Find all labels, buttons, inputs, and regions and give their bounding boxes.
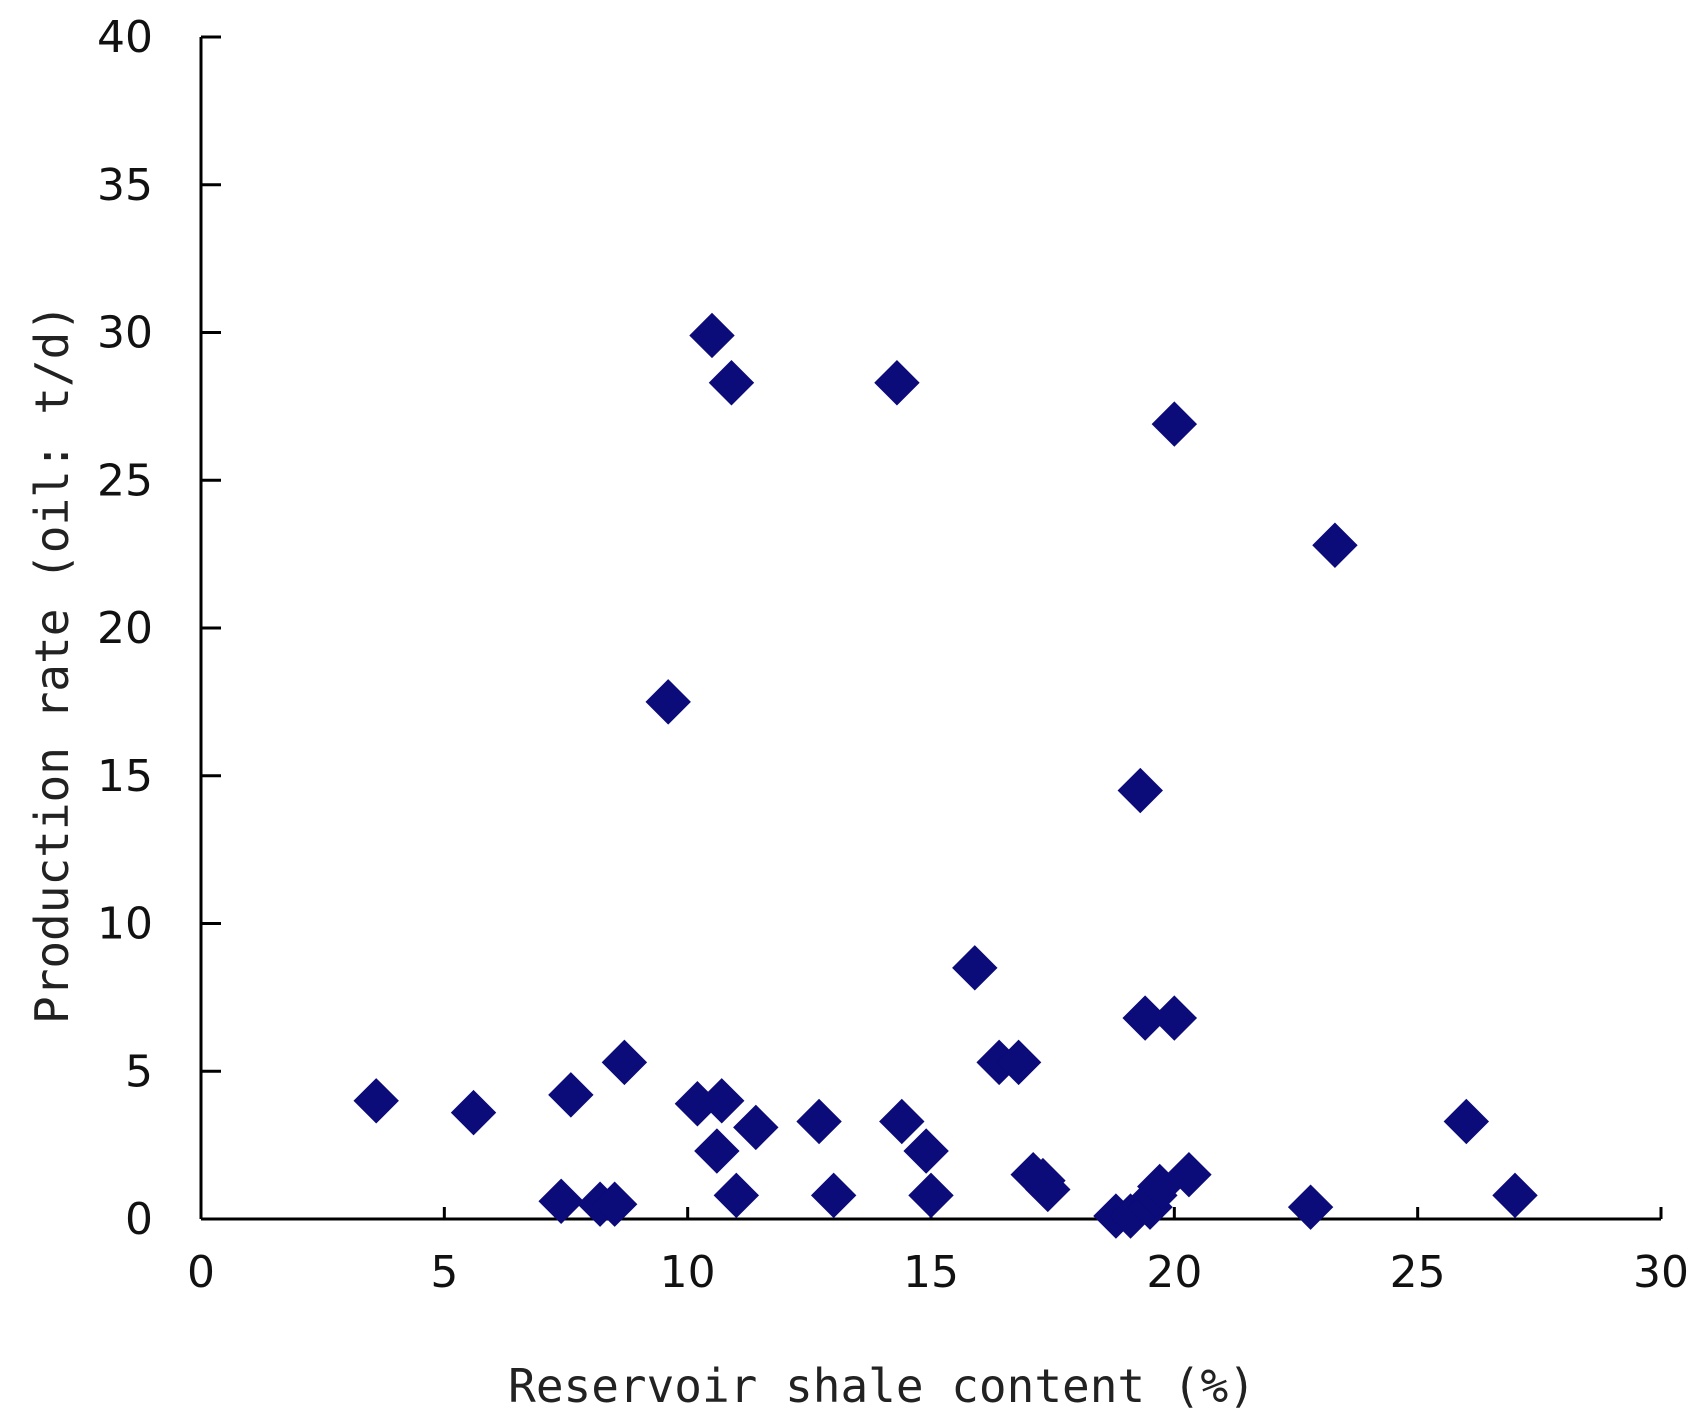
x-tick-label: 0 — [187, 1247, 215, 1298]
data-point-diamond — [1151, 995, 1198, 1041]
data-point-diamond — [903, 1128, 949, 1174]
data-point-diamond — [1443, 1098, 1490, 1145]
data-point-diamond — [1166, 1151, 1212, 1198]
data-point-diamond — [699, 1078, 745, 1124]
data-point-diamond — [713, 1172, 760, 1219]
y-tick-label: 30 — [97, 308, 153, 359]
y-axis-ticks: 0 5 10 15 20 25 30 35 40 — [97, 12, 221, 1245]
data-point-diamond — [450, 1089, 497, 1136]
data-point-diamond — [694, 1128, 740, 1174]
data-point-diamond — [952, 945, 998, 991]
y-tick-label: 10 — [97, 899, 153, 950]
data-point-diamond — [1151, 401, 1198, 447]
x-tick-label: 25 — [1390, 1247, 1446, 1298]
data-point-diamond — [689, 312, 735, 359]
x-tick-label: 15 — [903, 1247, 959, 1298]
data-point-diamond — [1287, 1184, 1334, 1230]
x-tick-label: 30 — [1633, 1247, 1689, 1298]
data-point-diamond — [1117, 767, 1163, 814]
x-axis-title: Reservoir shale content (%) — [508, 1359, 1256, 1413]
axes — [199, 37, 1661, 1221]
data-point-diamond — [874, 360, 920, 406]
data-point-diamond — [796, 1098, 842, 1145]
x-tick-label: 5 — [430, 1247, 458, 1298]
y-tick-label: 40 — [97, 12, 153, 63]
y-tick-label: 15 — [97, 751, 153, 802]
data-point-diamond — [601, 1039, 648, 1086]
x-tick-label: 10 — [660, 1247, 716, 1298]
y-tick-label: 5 — [125, 1046, 153, 1097]
data-point-diamond — [353, 1078, 399, 1124]
data-point-diamond — [1312, 522, 1358, 568]
x-tick-label: 20 — [1146, 1247, 1202, 1298]
data-point-diamond — [733, 1104, 779, 1151]
data-point-diamond — [995, 1039, 1042, 1086]
y-tick-label: 0 — [125, 1194, 153, 1245]
y-tick-label: 20 — [97, 603, 153, 654]
data-points — [353, 312, 1538, 1239]
data-point-diamond — [708, 360, 755, 406]
data-point-diamond — [879, 1098, 925, 1145]
y-tick-label: 35 — [97, 160, 153, 211]
data-point-diamond — [908, 1172, 954, 1219]
data-point-diamond — [548, 1072, 594, 1118]
x-axis-ticks: 0 5 10 15 20 25 30 — [187, 1207, 1689, 1298]
data-point-diamond — [1025, 1166, 1071, 1213]
y-tick-label: 25 — [97, 455, 153, 506]
data-point-diamond — [810, 1172, 857, 1219]
data-point-diamond — [645, 679, 691, 725]
data-point-diamond — [591, 1181, 638, 1227]
data-point-diamond — [1492, 1172, 1538, 1219]
data-point-diamond — [538, 1178, 584, 1224]
y-axis-title: Production rate (oil: t/d) — [25, 304, 79, 1024]
